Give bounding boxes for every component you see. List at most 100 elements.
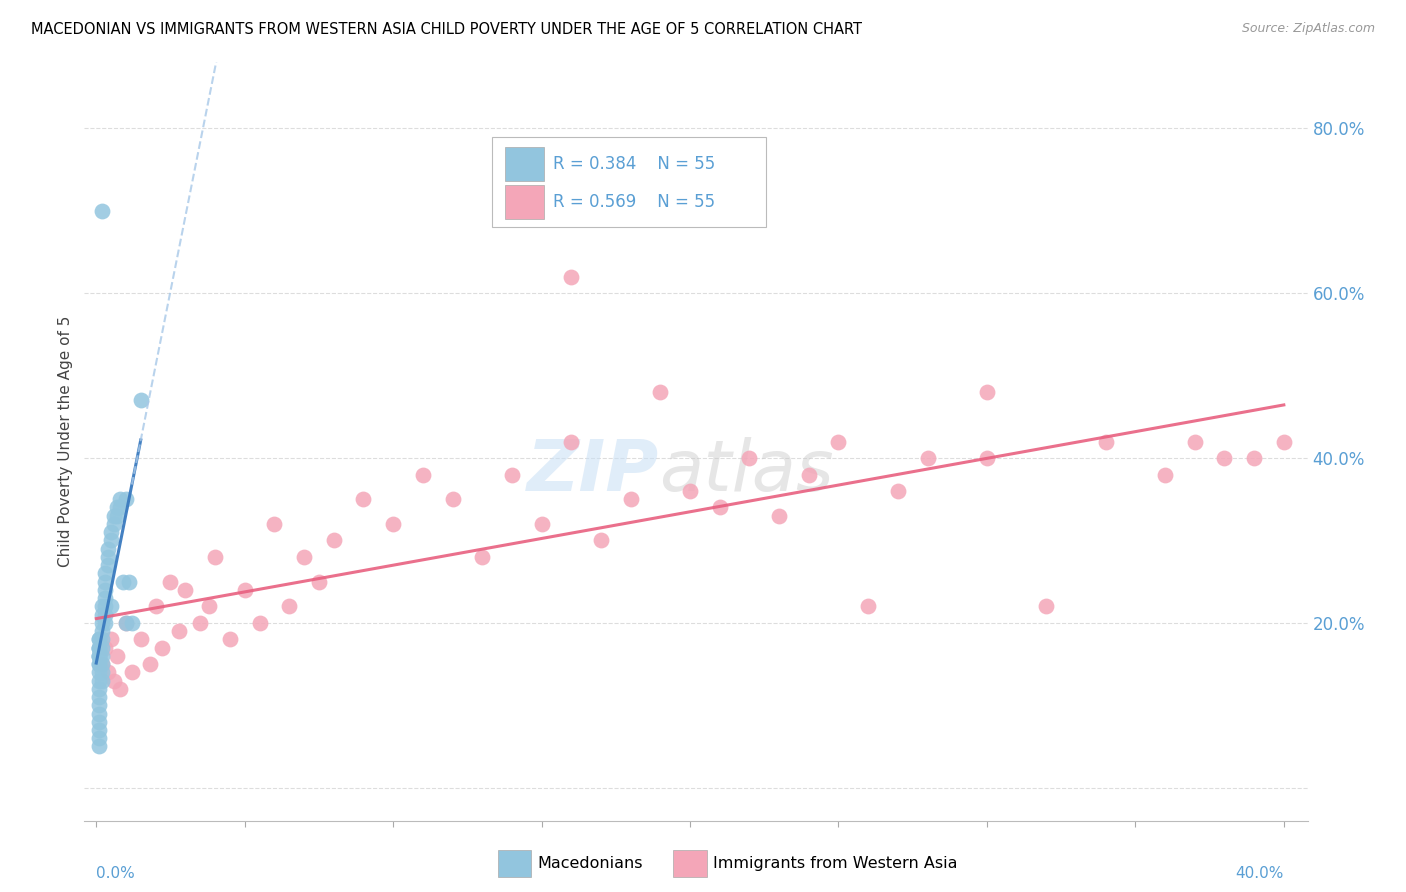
Point — [94, 640, 117, 655]
Point — [94, 607, 117, 622]
Point — [89, 665, 111, 680]
Point — [352, 492, 374, 507]
Point — [198, 599, 221, 614]
Text: MACEDONIAN VS IMMIGRANTS FROM WESTERN ASIA CHILD POVERTY UNDER THE AGE OF 5 CORR: MACEDONIAN VS IMMIGRANTS FROM WESTERN AS… — [31, 22, 862, 37]
Point — [560, 269, 582, 284]
Point — [100, 525, 122, 540]
Point — [118, 574, 141, 589]
Point — [856, 599, 879, 614]
Text: Source: ZipAtlas.com: Source: ZipAtlas.com — [1241, 22, 1375, 36]
Point — [322, 533, 344, 548]
Point — [91, 615, 114, 630]
Point — [105, 648, 128, 663]
Point — [827, 434, 849, 449]
Point — [89, 632, 111, 647]
Point — [233, 582, 256, 597]
Point — [188, 615, 211, 630]
Point — [94, 574, 117, 589]
Point — [471, 549, 494, 564]
Point — [89, 648, 111, 663]
Point — [89, 731, 111, 746]
Point — [169, 624, 191, 639]
Point — [91, 632, 114, 647]
Point — [89, 640, 111, 655]
Point — [89, 657, 111, 671]
Point — [91, 640, 114, 655]
Point — [89, 739, 111, 754]
Point — [115, 492, 138, 507]
Point — [150, 640, 173, 655]
Point — [103, 516, 125, 531]
Point — [91, 657, 114, 671]
Point — [105, 500, 128, 515]
Point — [91, 599, 114, 614]
Point — [94, 591, 117, 606]
Point — [89, 714, 111, 729]
Point — [1094, 434, 1116, 449]
Point — [91, 648, 114, 663]
Point — [103, 673, 125, 688]
Point — [138, 657, 160, 671]
Point — [94, 566, 117, 581]
Point — [530, 516, 553, 531]
Point — [560, 434, 582, 449]
Point — [89, 640, 111, 655]
Point — [89, 648, 111, 663]
Point — [1213, 450, 1236, 465]
Point — [1154, 467, 1177, 482]
Point — [89, 681, 111, 696]
Text: 40.0%: 40.0% — [1236, 866, 1284, 881]
Point — [115, 615, 138, 630]
Point — [174, 582, 197, 597]
Point — [249, 615, 271, 630]
Point — [887, 483, 910, 498]
Point — [94, 582, 117, 597]
Point — [91, 673, 114, 688]
Point — [917, 450, 939, 465]
Point — [382, 516, 405, 531]
Point — [121, 615, 143, 630]
Point — [97, 665, 120, 680]
Point — [650, 385, 672, 400]
Point — [94, 599, 117, 614]
Point — [89, 657, 111, 671]
Point — [412, 467, 434, 482]
Point — [797, 467, 820, 482]
Point — [292, 549, 315, 564]
Text: R = 0.384    N = 55: R = 0.384 N = 55 — [553, 155, 716, 173]
Point — [108, 500, 131, 515]
Point — [278, 599, 301, 614]
Point — [108, 681, 131, 696]
Point — [103, 508, 125, 523]
Point — [679, 483, 702, 498]
FancyBboxPatch shape — [505, 186, 544, 219]
Point — [145, 599, 167, 614]
Point — [89, 706, 111, 721]
Point — [121, 665, 143, 680]
FancyBboxPatch shape — [492, 136, 766, 227]
Point — [738, 450, 761, 465]
Point — [111, 574, 134, 589]
Point — [91, 203, 114, 218]
Point — [1243, 450, 1265, 465]
Point — [91, 657, 114, 671]
Point — [1272, 434, 1295, 449]
Point — [91, 624, 114, 639]
Point — [100, 599, 122, 614]
Point — [159, 574, 181, 589]
Point — [620, 492, 643, 507]
Point — [89, 648, 111, 663]
Point — [89, 632, 111, 647]
Point — [263, 516, 285, 531]
Point — [89, 640, 111, 655]
Point — [589, 533, 612, 548]
Point — [108, 492, 131, 507]
Point — [89, 690, 111, 704]
Point — [976, 450, 998, 465]
Point — [709, 500, 731, 515]
Point — [1184, 434, 1206, 449]
Point — [768, 508, 790, 523]
Point — [129, 632, 152, 647]
Y-axis label: Child Poverty Under the Age of 5: Child Poverty Under the Age of 5 — [58, 316, 73, 567]
Point — [115, 615, 138, 630]
